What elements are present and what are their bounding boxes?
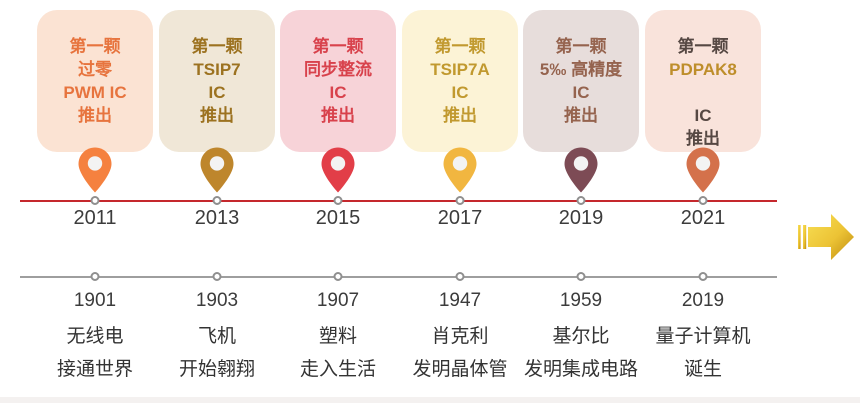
history-timeline-axis [20,276,777,278]
history-event-title: 肖克利 [431,326,489,347]
milestone-column: 第一颗 5‰ 高精度 IC 推出 2019 1959 基尔比 发明集成电路 [520,0,642,403]
milestone-year: 2017 [437,207,483,229]
timeline-node-dot [212,272,222,281]
milestone-column: 第一颗 同步整流 IC 推出 2015 1907 塑料 走入生活 [277,0,399,403]
milestone-card-text: 第一颗 5‰ 高精度 IC 推出 [539,37,623,125]
milestone-card-text-line: IC 推出 [685,106,720,148]
timeline-node-dot [698,272,708,281]
bottom-divider-strip [0,397,860,403]
history-event-title: 量子计算机 [655,326,751,347]
milestone-year: 2021 [680,207,726,229]
forward-arrow-icon [798,214,854,260]
history-year: 1907 [316,290,360,311]
milestone-card: 第一颗 5‰ 高精度 IC 推出 [523,10,639,152]
milestone-column: 第一颗 TSIP7A IC 推出 2017 1947 肖克利 发明晶体管 [399,0,521,403]
milestone-column: 第一颗 TSIP7 IC 推出 2013 1903 飞机 开始翱翔 [156,0,278,403]
timeline-node-dot [576,272,586,281]
milestone-card-text-accent: PDPAK8 [669,60,737,79]
milestone-card: 第一颗 过零 PWM IC 推出 [37,10,153,152]
milestone-card: 第一颗 TSIP7 IC 推出 [159,10,275,152]
map-pin-icon [200,147,234,193]
history-year: 1947 [438,290,482,311]
history-event-title: 塑料 [318,326,357,347]
milestone-card-text: 第一颗 PDPAK8 IC 推出 [669,12,737,150]
milestone-year: 2013 [194,207,240,229]
timeline-node-dot [576,196,586,205]
timeline-node-dot [90,272,100,281]
milestone-card-text: 第一颗 过零 PWM IC 推出 [63,37,127,125]
history-event-title: 无线电 [66,326,124,347]
milestone-card-text-line: 第一颗 [677,37,729,56]
history-event-subtitle: 走入生活 [299,359,376,380]
timeline-node-dot [455,196,465,205]
map-pin-icon [321,147,355,193]
milestone-year: 2015 [315,207,361,229]
history-event-title: 飞机 [197,326,236,347]
map-pin-icon [564,147,598,193]
history-event-subtitle: 接通世界 [56,359,133,380]
history-year: 1901 [73,290,117,311]
timeline-node-dot [698,196,708,205]
history-event-subtitle: 诞生 [683,359,722,380]
timeline-node-dot [333,272,343,281]
milestone-card: 第一颗 TSIP7A IC 推出 [402,10,518,152]
history-year: 1959 [559,290,603,311]
map-pin-icon [78,147,112,193]
history-event-subtitle: 开始翱翔 [178,359,255,380]
timeline-node-dot [212,196,222,205]
history-year: 1903 [195,290,239,311]
timeline-node-dot [455,272,465,281]
milestone-year: 2011 [73,207,117,229]
history-event-subtitle: 发明集成电路 [523,359,638,380]
map-pin-icon [686,147,720,193]
timeline-node-dot [90,196,100,205]
timeline-node-dot [333,196,343,205]
milestone-column: 第一颗 PDPAK8 IC 推出 2021 2019 量子计算机 诞生 [642,0,764,403]
milestone-card-text: 第一颗 同步整流 IC 推出 [304,37,372,125]
map-pin-icon [443,147,477,193]
milestone-year: 2019 [558,207,604,229]
history-event-subtitle: 发明晶体管 [412,359,508,380]
milestone-card-text: 第一颗 TSIP7A IC 推出 [430,37,490,125]
milestone-card: 第一颗 PDPAK8 IC 推出 [645,10,761,152]
milestone-card: 第一颗 同步整流 IC 推出 [280,10,396,152]
history-event-title: 基尔比 [552,326,610,347]
history-year: 2019 [681,290,725,311]
milestone-card-text: 第一颗 TSIP7 IC 推出 [191,37,243,125]
milestone-column: 第一颗 过零 PWM IC 推出 2011 1901 无线电 接通世界 [34,0,156,403]
company-timeline-axis [20,200,777,202]
